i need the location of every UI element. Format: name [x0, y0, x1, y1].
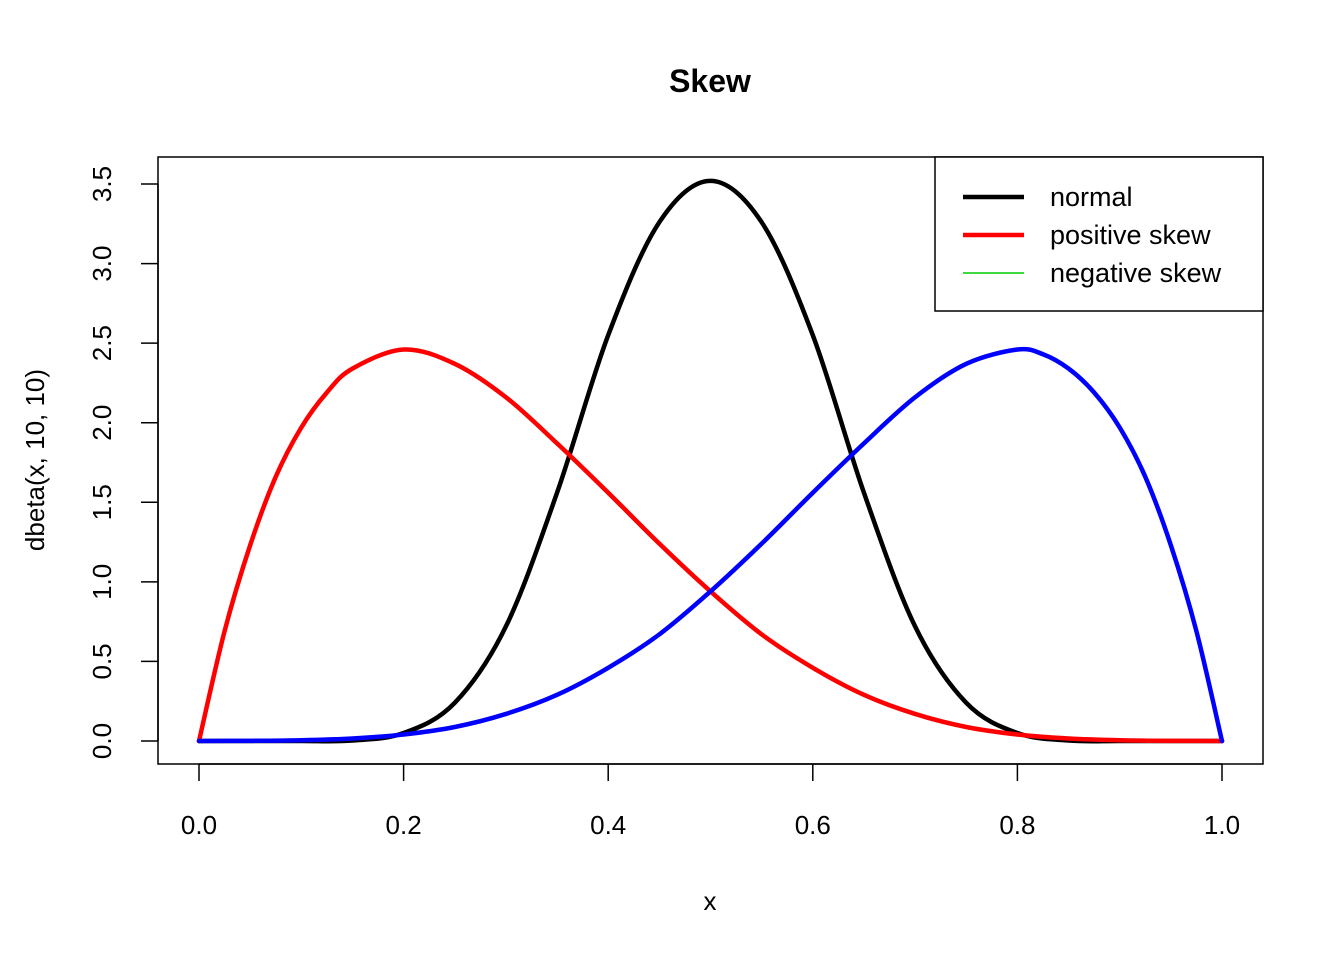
y-tick-label: 3.5 — [87, 166, 117, 202]
legend-items: normal positive skew negative skew — [963, 182, 1222, 288]
y-tick-label: 0.5 — [87, 643, 117, 679]
series-layer — [196, 178, 1225, 744]
series-line-3 — [196, 346, 1225, 744]
series-line-2 — [196, 347, 1225, 744]
legend: normal positive skew negative skew — [934, 156, 1264, 312]
x-tick-label: 0.2 — [386, 810, 422, 840]
y-tick-label: 2.5 — [87, 325, 117, 361]
x-tick-label: 0.4 — [590, 810, 626, 840]
legend-label: positive skew — [1050, 220, 1211, 250]
y-tick-label: 3.0 — [87, 245, 117, 281]
x-tick-label: 0.0 — [181, 810, 217, 840]
x-tick-label: 1.0 — [1204, 810, 1240, 840]
x-axis-label: x — [704, 886, 717, 916]
y-tick-label: 1.0 — [87, 564, 117, 600]
y-tick-label: 2.0 — [87, 405, 117, 441]
y-tick-label: 0.0 — [87, 723, 117, 759]
chart-title: Skew — [669, 63, 751, 99]
legend-label: negative skew — [1050, 258, 1222, 288]
y-axis-label: dbeta(x, 10, 10) — [20, 369, 50, 551]
y-axis: 0.0 0.5 1.0 1.5 2.0 2.5 3.0 3.5 — [87, 166, 159, 759]
x-tick-label: 0.8 — [999, 810, 1035, 840]
x-axis: 0.0 0.2 0.4 0.6 0.8 1.0 — [181, 763, 1240, 840]
x-tick-label: 0.6 — [795, 810, 831, 840]
y-tick-label: 1.5 — [87, 484, 117, 520]
legend-label: normal — [1050, 182, 1133, 212]
